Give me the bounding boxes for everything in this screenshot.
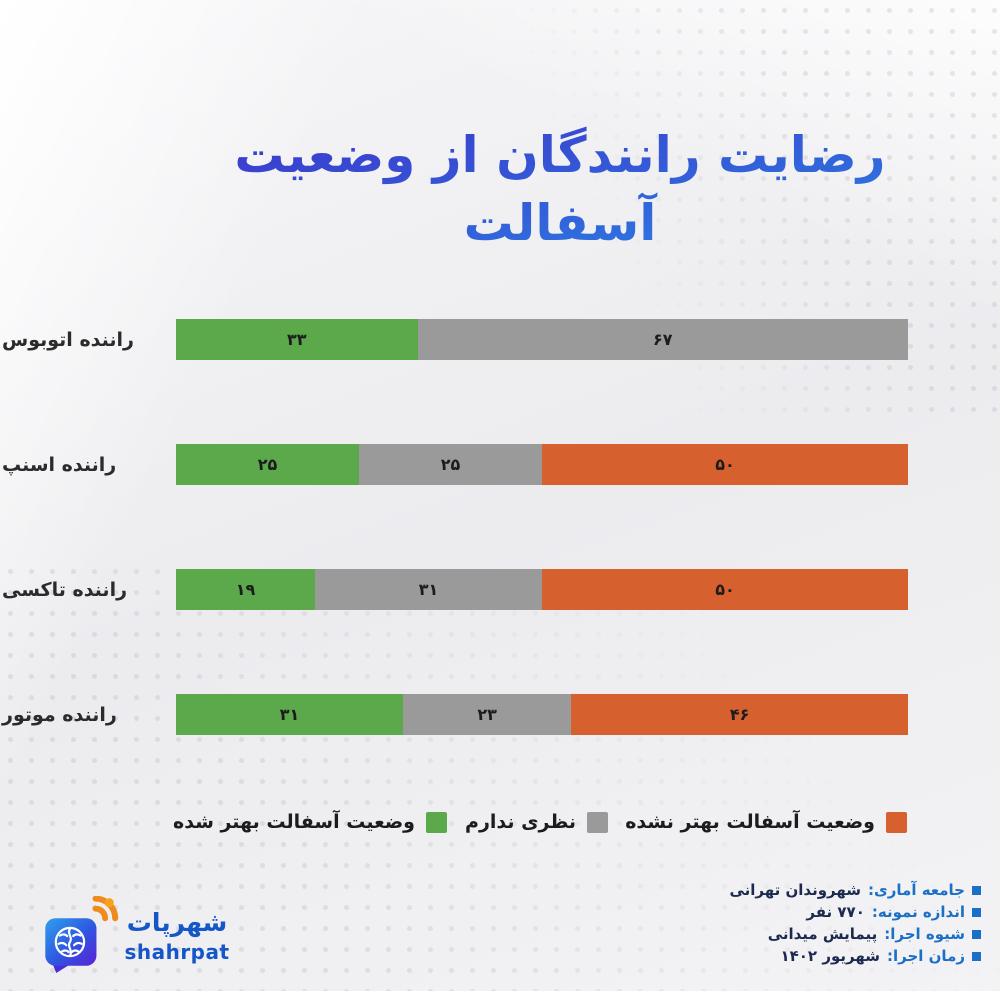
survey-info-line: اندازه نمونه: ۷۷۰ نفر	[729, 901, 981, 923]
category-label: راننده اسنپ	[2, 453, 117, 476]
info-label: شیوه اجرا:	[884, 925, 965, 943]
legend-swatch	[587, 811, 608, 833]
bar-segment: ۳۳	[176, 319, 418, 360]
bullet-icon	[972, 951, 981, 961]
bar-segment: ۲۵	[176, 444, 359, 485]
legend-swatch	[426, 811, 447, 833]
category-label: راننده اتوبوس	[2, 328, 134, 351]
stacked-bar: ۲۵ ۲۵ ۵۰	[176, 444, 908, 485]
legend-label: نظری ندارم	[465, 811, 576, 833]
info-label: زمان اجرا:	[886, 947, 965, 965]
segment-value: ۲۳	[477, 705, 497, 724]
segment-value: ۳۳	[287, 330, 307, 349]
legend-label: وضعیت آسفالت بهتر شده	[173, 811, 415, 833]
category-label: راننده موتور	[2, 703, 117, 726]
bar-segment: ۵۰	[542, 444, 908, 485]
stacked-bar: ۳۳ ۶۷	[176, 319, 908, 360]
info-value: شهریور ۱۴۰۲	[780, 947, 880, 965]
survey-info-line: زمان اجرا: شهریور ۱۴۰۲	[729, 945, 981, 967]
bar-row: راننده اسنپ ۲۵ ۲۵ ۵۰	[0, 444, 908, 485]
info-value: پیمایش میدانی	[767, 925, 878, 943]
bullet-icon	[972, 907, 981, 917]
info-value: ۷۷۰ نفر	[806, 903, 865, 921]
bar-row: راننده موتور ۳۱ ۲۳ ۴۶	[0, 694, 908, 735]
chart-title: رضایت رانندگان از وضعیت آسفالت	[180, 122, 940, 257]
survey-info-line: جامعه آماری: شهروندان تهرانی	[729, 879, 981, 901]
legend-item: وضعیت آسفالت بهتر شده	[173, 804, 447, 840]
survey-info-block: جامعه آماری: شهروندان تهرانی اندازه نمونه:…	[729, 879, 981, 967]
legend-swatch	[886, 811, 907, 833]
bullet-icon	[972, 929, 981, 939]
info-value: شهروندان تهرانی	[729, 881, 862, 899]
speech-bubble-icon	[45, 918, 97, 974]
info-label: جامعه آماری:	[868, 881, 965, 899]
logo-name-fa: شهرپات	[126, 908, 228, 937]
category-label: راننده تاکسی	[2, 578, 128, 601]
bar-segment: ۴۶	[571, 694, 908, 735]
segment-value: ۵۰	[715, 580, 735, 599]
segment-value: ۲۵	[257, 455, 278, 474]
bar-segment: ۶۷	[417, 319, 908, 360]
bar-segment: ۲۳	[402, 694, 572, 735]
stacked-bar: ۳۱ ۲۳ ۴۶	[176, 694, 908, 735]
bar-segment: ۱۹	[176, 569, 316, 610]
shahrpat-logo: شهرپات shahrpat	[38, 896, 238, 988]
segment-value: ۳۱	[418, 580, 439, 599]
survey-info-line: شیوه اجرا: پیمایش میدانی	[729, 923, 981, 945]
segment-value: ۳۱	[279, 705, 300, 724]
chart-legend: وضعیت آسفالت بهتر نشده نظری ندارم وضعیت آس…	[0, 804, 1000, 840]
logo-name-en: shahrpat	[124, 940, 230, 964]
logo-graphic	[45, 896, 119, 974]
stacked-bar: ۱۹ ۳۱ ۵۰	[176, 569, 908, 610]
bar-segment: ۳۱	[315, 569, 542, 610]
segment-value: ۱۹	[235, 580, 256, 599]
bar-segment: ۵۰	[541, 569, 908, 610]
logo-text: شهرپات shahrpat	[118, 908, 236, 964]
segment-value: ۲۵	[440, 455, 461, 474]
legend-label: وضعیت آسفالت بهتر نشده	[625, 811, 875, 833]
legend-item: نظری ندارم	[465, 804, 608, 840]
stacked-bar-chart: راننده اتوبوس ۳۳ ۶۷ راننده اسنپ ۲۵ ۲۵ ۵۰ راننده…	[0, 319, 908, 819]
bar-segment: ۲۵	[359, 444, 542, 485]
segment-value: ۵۰	[715, 455, 735, 474]
legend-item: وضعیت آسفالت بهتر نشده	[625, 804, 907, 840]
segment-value: ۶۷	[653, 330, 673, 349]
bar-row: راننده تاکسی ۱۹ ۳۱ ۵۰	[0, 569, 908, 610]
segment-value: ۴۶	[729, 705, 750, 724]
signal-dot-icon	[104, 898, 114, 908]
bar-segment: ۳۱	[176, 694, 403, 735]
bar-row: راننده اتوبوس ۳۳ ۶۷	[0, 319, 908, 360]
brain-icon	[54, 926, 86, 958]
info-label: اندازه نمونه:	[871, 903, 965, 921]
bullet-icon	[972, 885, 981, 895]
